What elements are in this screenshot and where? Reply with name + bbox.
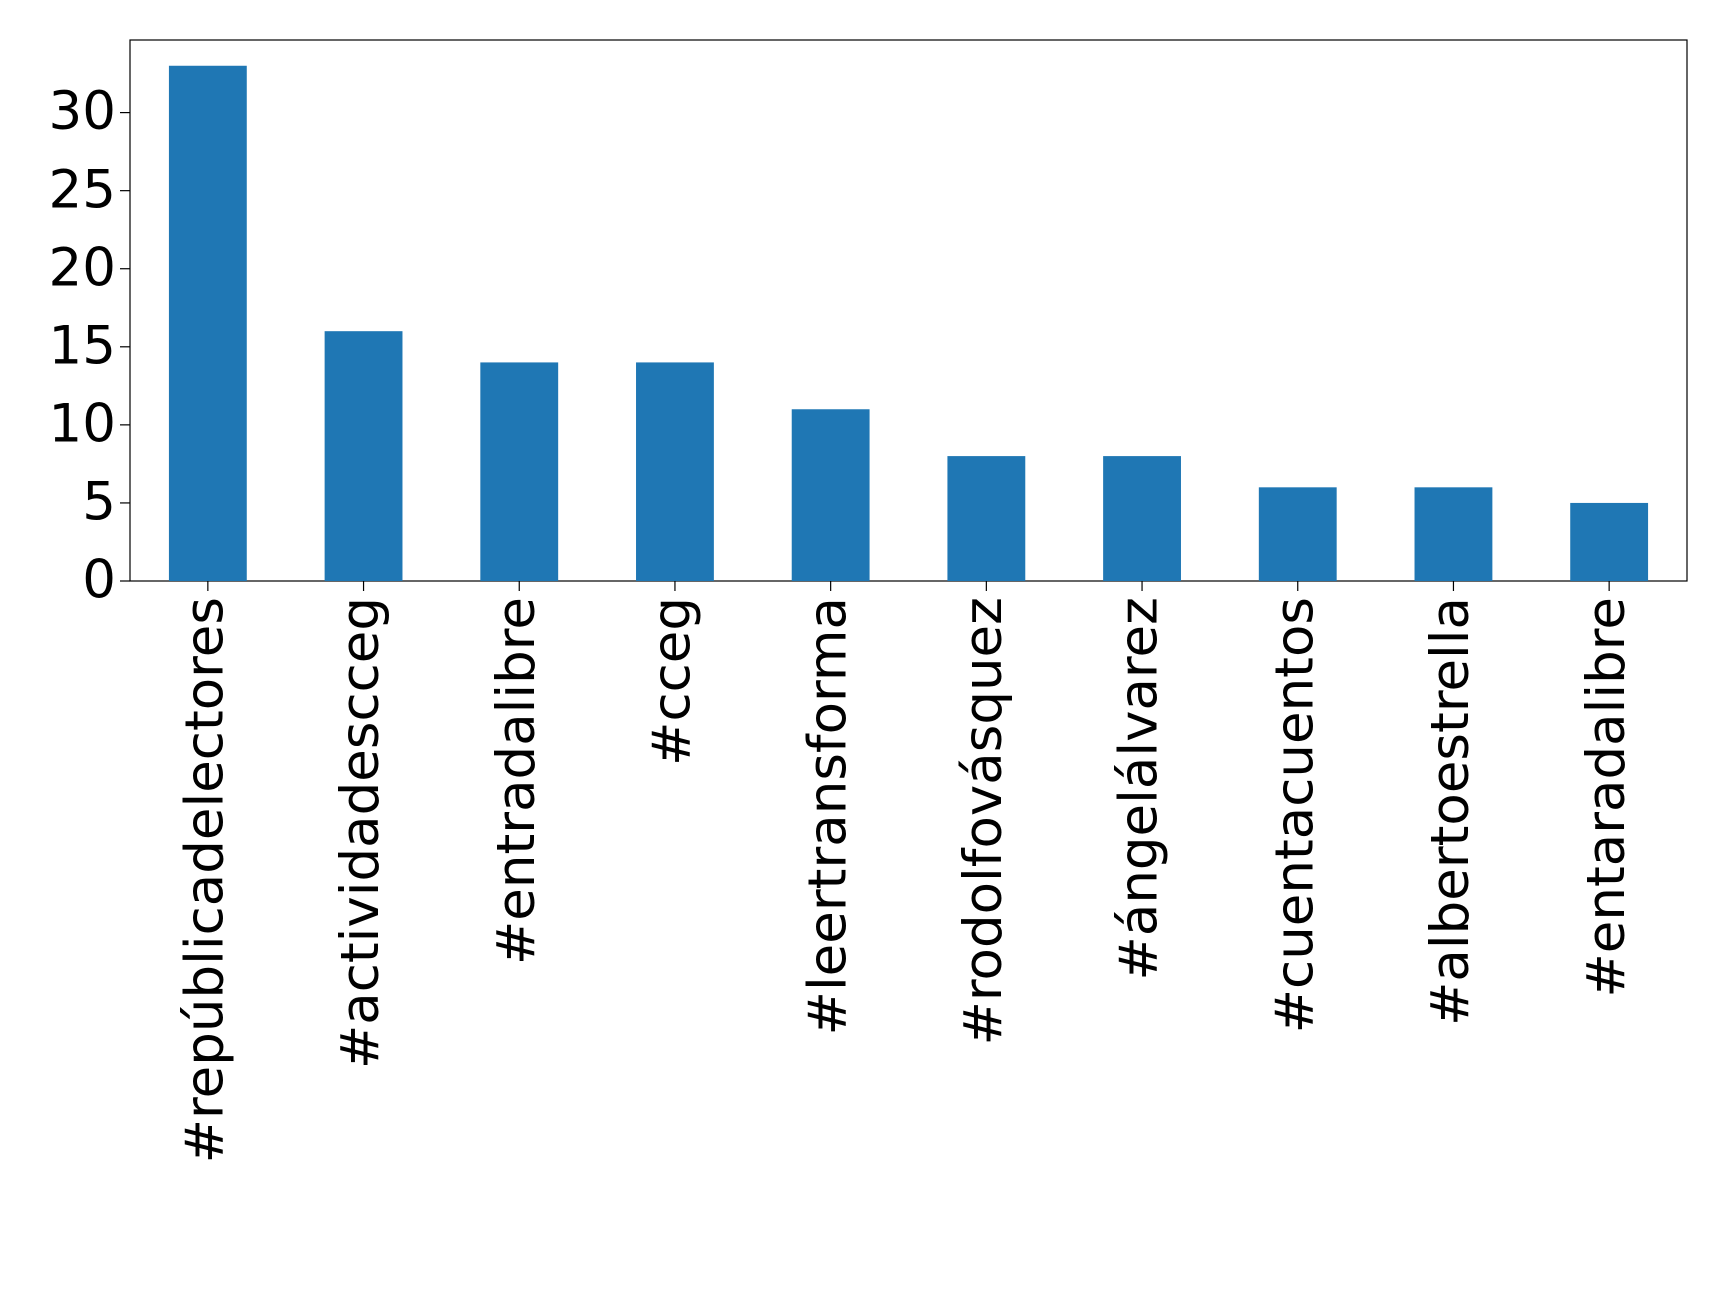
x-tick-label: #leertransforma xyxy=(797,597,858,1035)
bar xyxy=(1258,487,1337,581)
bar xyxy=(947,456,1026,581)
bar xyxy=(636,362,714,581)
x-tick-label: #repúblicadelectores xyxy=(174,597,235,1163)
bar xyxy=(324,331,403,581)
y-tick-label: 5 xyxy=(82,472,116,533)
x-tick-label: #rodolfovásquez xyxy=(953,597,1014,1045)
bar xyxy=(480,362,559,581)
y-tick-label: 15 xyxy=(49,315,116,376)
plot-frame xyxy=(129,39,1688,582)
x-tick-label: #cuentacuentos xyxy=(1264,597,1325,1033)
y-tick-label: 20 xyxy=(49,237,116,298)
x-tick-label: #entaradalibre xyxy=(1576,597,1637,998)
y-tick-label: 30 xyxy=(49,81,116,142)
y-tick-label: 25 xyxy=(49,159,116,220)
bar xyxy=(168,65,247,581)
x-tick-label: #cceg xyxy=(642,597,703,766)
y-tick-label: 10 xyxy=(49,394,116,455)
bar xyxy=(1570,502,1649,581)
x-tick-label: #actividadescceg xyxy=(330,597,391,1069)
y-tick-label: 0 xyxy=(82,550,116,611)
x-tick-label: #ángelálvarez xyxy=(1109,597,1170,981)
x-tick-label: #albertoestrella xyxy=(1420,597,1481,1026)
bar xyxy=(791,409,870,581)
x-tick-label: #entradalibre xyxy=(486,597,547,965)
bar xyxy=(1414,487,1493,581)
bar xyxy=(1103,456,1181,581)
